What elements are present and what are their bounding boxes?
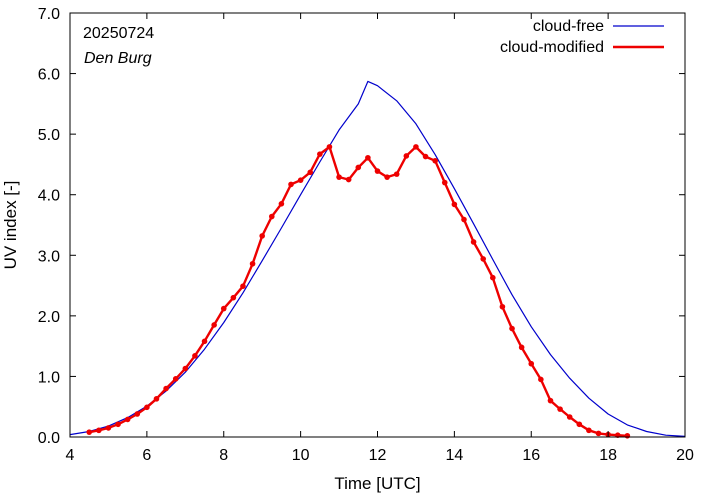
data-point-cloud-modified [461, 216, 467, 223]
y-tick-label: 4.0 [38, 188, 60, 205]
x-tick-label: 4 [66, 447, 75, 464]
data-point-cloud-modified [268, 213, 275, 220]
x-tick-label: 10 [292, 447, 310, 464]
data-point-cloud-modified [365, 154, 371, 161]
data-point-cloud-modified [317, 151, 323, 157]
x-tick-label: 8 [219, 447, 228, 464]
data-point-cloud-modified [124, 416, 131, 423]
x-axis-label: Time [UTC] [334, 474, 420, 493]
data-point-cloud-modified [86, 429, 93, 435]
axis-tick-labels: 4 6 8 10 12 14 16 18 20 0.0 1.0 2.0 3.0 4.0 5.0 6.0 7.0 [38, 6, 694, 464]
data-point-cloud-modified [182, 365, 189, 372]
x-tick-label: 14 [445, 447, 463, 464]
x-tick-label: 16 [522, 447, 540, 464]
data-point-cloud-modified [211, 322, 217, 328]
data-point-cloud-modified [297, 177, 304, 183]
data-point-cloud-modified [470, 239, 477, 245]
data-point-cloud-modified [393, 171, 400, 177]
data-point-cloud-modified [96, 427, 102, 434]
data-point-cloud-modified [566, 414, 573, 420]
data-point-cloud-modified [518, 344, 525, 351]
data-point-cloud-modified [480, 256, 487, 262]
data-point-cloud-modified [172, 376, 179, 382]
data-point-cloud-modified [249, 260, 256, 267]
y-tick-label: 6.0 [38, 67, 60, 84]
data-point-cloud-modified [240, 283, 246, 289]
data-point-cloud-modified [278, 201, 285, 207]
data-point-cloud-modified [451, 201, 458, 208]
y-axis-label: UV index [-] [1, 181, 20, 270]
legend-label-cloud-modified: cloud-modified [500, 39, 604, 56]
data-point-cloud-modified [374, 168, 381, 174]
data-point-cloud-modified [336, 174, 342, 180]
data-point-cloud-modified [345, 176, 352, 183]
data-point-cloud-modified [259, 233, 265, 239]
x-tick-label: 12 [369, 447, 387, 464]
data-point-cloud-modified [490, 274, 496, 281]
data-point-cloud-modified [144, 404, 150, 411]
data-point-cloud-modified [326, 144, 333, 150]
x-tick-label: 20 [676, 447, 694, 464]
date-annotation: 20250724 [83, 25, 154, 42]
data-point-cloud-modified [422, 153, 429, 160]
data-point-cloud-modified [509, 325, 515, 332]
data-point-cloud-modified [134, 411, 141, 417]
y-tick-label: 1.0 [38, 369, 60, 386]
data-point-cloud-modified [576, 421, 583, 428]
x-tick-label: 6 [142, 447, 151, 464]
data-point-cloud-modified [201, 338, 208, 345]
y-tick-label: 7.0 [38, 6, 60, 23]
data-point-cloud-modified [192, 353, 198, 359]
data-point-cloud-modified [586, 427, 592, 434]
data-point-cloud-modified [230, 294, 237, 301]
y-tick-label: 3.0 [38, 248, 60, 265]
data-point-cloud-modified [413, 144, 419, 150]
data-point-cloud-modified [105, 425, 112, 431]
data-point-cloud-modified [153, 396, 160, 402]
plot-lines [69, 80, 686, 439]
data-point-cloud-modified [538, 376, 544, 383]
data-point-cloud-modified [557, 406, 563, 412]
data-point-cloud-modified [163, 385, 169, 392]
location-annotation: Den Burg [84, 50, 152, 67]
data-point-cloud-modified [595, 430, 602, 437]
legend-label-cloud-free: cloud-free [533, 18, 604, 35]
data-point-cloud-modified [528, 360, 535, 367]
data-point-cloud-modified [624, 432, 631, 439]
data-point-cloud-modified [355, 164, 362, 171]
plot-frame [69, 12, 686, 438]
data-point-cloud-modified [115, 421, 121, 428]
series-line-cloud-free [69, 80, 686, 437]
y-tick-label: 0.0 [38, 430, 60, 447]
legend: cloud-free cloud-modified [500, 18, 664, 56]
data-point-cloud-modified [547, 397, 554, 404]
data-point-cloud-modified [441, 179, 448, 186]
y-tick-label: 2.0 [38, 309, 60, 326]
x-tick-label: 18 [599, 447, 617, 464]
series-line-cloud-modified [88, 145, 628, 437]
data-point-cloud-modified [307, 169, 314, 176]
axis-ticks [69, 12, 686, 438]
data-point-cloud-modified [499, 303, 506, 310]
data-point-cloud-modified [384, 174, 390, 180]
data-point-cloud-modified [432, 157, 438, 164]
y-tick-label: 5.0 [38, 127, 60, 144]
data-point-cloud-modified [288, 181, 294, 188]
data-point-cloud-modified [220, 305, 227, 312]
data-point-cloud-modified [403, 153, 410, 159]
